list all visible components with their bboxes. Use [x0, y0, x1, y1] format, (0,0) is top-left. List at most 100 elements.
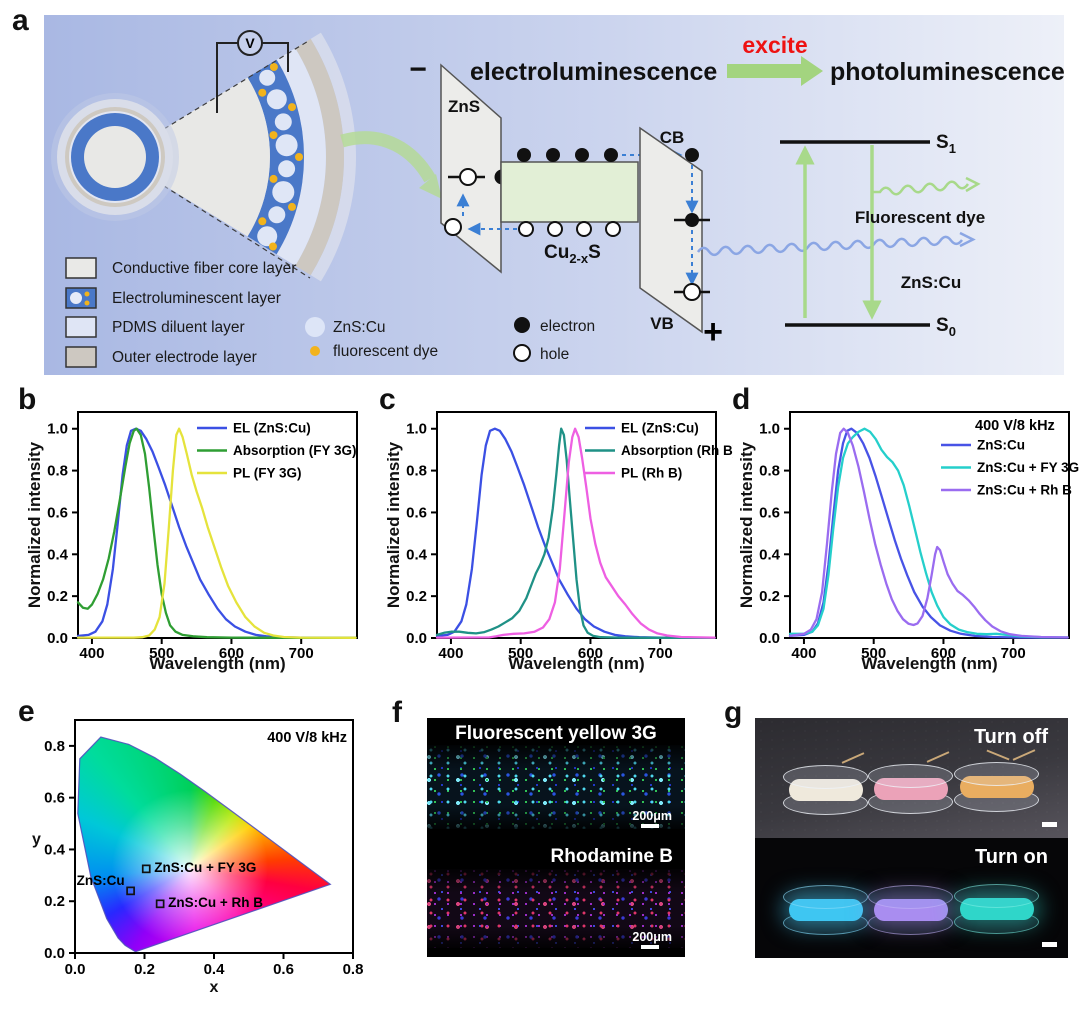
scale-bar: [641, 945, 659, 949]
panel-label-g: g: [724, 696, 743, 729]
voltage-source: V: [216, 30, 289, 113]
headline-photoluminescence: photoluminescence: [830, 58, 1064, 86]
series-curve: [788, 427, 1069, 639]
x-tick-label: 700: [648, 645, 673, 662]
headline-electroluminescence: electroluminescence: [470, 58, 717, 86]
s1-label: S1: [936, 132, 956, 156]
series-curve: [76, 427, 357, 639]
x-tick-label: 500: [508, 645, 533, 662]
y-tick-label: 1.0: [759, 421, 780, 438]
glowing-spool-teal: [954, 883, 1040, 935]
swatch-core-layer: [65, 257, 97, 279]
cie-point-marker: [141, 864, 151, 874]
x-tick-label: 600: [931, 645, 956, 662]
panel-d-spectra: d Normalized intensity 400 500 600 700 0.0 0.…: [726, 385, 1080, 697]
voltmeter-label: V: [245, 35, 255, 51]
panel-g-photos: g Turn off Turn on: [722, 695, 1080, 1010]
rhb-fiber-image: [427, 869, 685, 948]
cie-point-marker: [126, 886, 135, 896]
legend-label: ZnS:Cu + Rh B: [977, 483, 1072, 498]
x-tick-label: 0.0: [65, 961, 86, 978]
jablonski-diagram: S1 S0 Fluorescent dye ZnS:Cu: [780, 132, 985, 339]
spectrum-chart-c: 400 500 600 700 0.0 0.2 0.4 0.6 0.8 1.0 EL (ZnS:Cu…: [406, 411, 733, 662]
panel-a-schematic: V electroluminescence excite photolumine…: [44, 15, 1064, 375]
spool-wire: [986, 749, 1010, 761]
rhb-image-label: Rhodamine B: [550, 846, 673, 867]
x-axis-label: Wavelength (nm): [861, 654, 998, 673]
panel-e-cie-diagram: e 0.0 0.2 0.4 0.6 0.8 0.0 0.2 0.4 0.6 0.8 400 V/8 …: [14, 695, 374, 1010]
y-tick-label: 0.0: [759, 630, 780, 647]
spool-wire: [841, 752, 865, 764]
turn-on-label: Turn on: [975, 846, 1048, 868]
swatch-pdms-layer: [65, 316, 97, 338]
fy3g-image-label: Fluorescent yellow 3G: [455, 723, 657, 744]
dye-particles: [258, 63, 303, 251]
cie-point-label: ZnS:Cu: [77, 873, 125, 888]
holes-row: [518, 221, 621, 237]
series-curve: [435, 427, 716, 639]
series-curve: [76, 427, 357, 639]
s0-label: S0: [936, 315, 956, 339]
band-diagram: − ZnS Cu2-xS: [409, 53, 976, 351]
layer-legend: Conductive fiber core layer Electrolumin…: [65, 257, 296, 368]
x-tick-label: 0.6: [273, 961, 294, 978]
hole-on-level-icon: [459, 168, 477, 186]
panel-c-spectra: c Normalized intensity 400 500 600 700 0.0 0.…: [373, 385, 733, 697]
spool-wire: [1012, 749, 1036, 761]
schematic-svg: V electroluminescence excite photolumine…: [44, 15, 1064, 375]
legend-electrode-layer: Outer electrode layer: [112, 349, 257, 366]
x-axis-label: x: [209, 979, 219, 996]
cu2xs-label: Cu2-xS: [544, 242, 601, 266]
hole-icon: [444, 218, 462, 236]
electrons-row: [517, 148, 618, 162]
scale-bar-label: 200μm: [632, 809, 672, 823]
y-tick-label: 0.4: [406, 546, 428, 563]
fiber-cross-section: [51, 93, 179, 221]
vb-label: VB: [650, 314, 674, 333]
legend-label: PL (FY 3G): [233, 466, 302, 481]
scale-bar: [1042, 942, 1057, 947]
spool-wire: [926, 751, 950, 763]
y-tick-label: 0.6: [47, 504, 68, 521]
y-tick-label: 1.0: [47, 421, 68, 438]
znscu-emission-label: ZnS:Cu: [901, 273, 961, 292]
cie-axes: 0.0 0.2 0.4 0.6 0.8 0.0 0.2 0.4 0.6 0.8 400 V/8 kH…: [44, 719, 363, 978]
y-axis-label: Normalized intensity: [384, 441, 403, 609]
y-tick-label: 0.8: [44, 738, 65, 755]
panel-label-d: d: [732, 383, 751, 416]
y-tick-label: 0.0: [406, 630, 427, 647]
panel-label-c: c: [379, 383, 396, 416]
vb-hole-icon: [683, 283, 701, 301]
legend-title: 400 V/8 kHz: [975, 418, 1055, 434]
panel-label-e: e: [18, 695, 35, 728]
zns-emission-wavy-arrow: [696, 235, 964, 257]
legend-znscu: ZnS:Cu: [333, 319, 386, 336]
y-tick-label: 0.4: [44, 841, 66, 858]
cie-point-label: ZnS:Cu + Rh B: [168, 895, 263, 910]
panel-label-a: a: [12, 4, 29, 37]
y-tick-label: 0.6: [44, 790, 65, 807]
excite-arrow-icon: [727, 56, 823, 86]
fy3g-fiber-image: [427, 745, 685, 829]
legend-label: Absorption (Rh B): [621, 443, 733, 458]
mid-electron-icon: [685, 213, 699, 227]
x-axis-label: Wavelength (nm): [508, 654, 645, 673]
spectrum-chart-d: 400 500 600 700 0.0 0.2 0.4 0.6 0.8 1.0 400 V/8 kH…: [759, 411, 1079, 662]
legend-label: PL (Rh B): [621, 466, 682, 481]
scale-bar-label: 200μm: [632, 930, 672, 944]
electron-legend-icon: [514, 317, 530, 333]
particle-legend: ZnS:Cu fluorescent dye: [305, 317, 438, 360]
carrier-legend: electron hole: [513, 317, 595, 363]
plot-frame: [789, 411, 1070, 639]
y-tick-label: 0.8: [47, 463, 68, 480]
y-tick-label: 0.4: [47, 546, 69, 563]
glowing-spool-violet: [868, 884, 954, 936]
y-tick-label: 0.2: [44, 893, 65, 910]
glowing-spool-blue: [783, 884, 869, 936]
scale-bar: [641, 824, 659, 828]
plot-frame: [436, 411, 717, 639]
photo-turn-on: Turn on: [755, 838, 1068, 958]
annotation-voltage: 400 V/8 kHz: [267, 730, 347, 746]
fluorescent-dye-label: Fluorescent dye: [855, 208, 985, 227]
voltmeter-icon: [237, 30, 263, 56]
